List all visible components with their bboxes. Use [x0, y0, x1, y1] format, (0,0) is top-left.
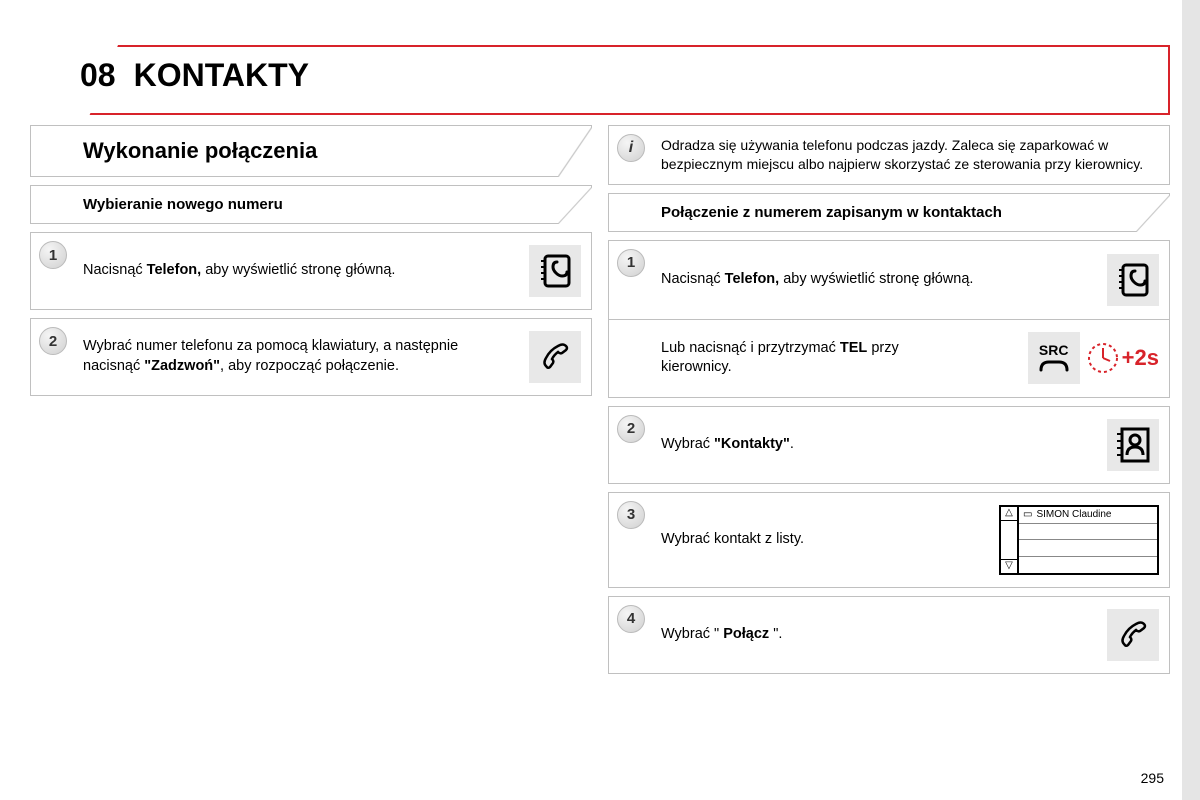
right-column: i Odradza się używania telefonu podczas … [608, 125, 1170, 674]
contact-list-icon: △ ▽ ▭SIMON Claudine [999, 505, 1159, 575]
step-text: Nacisnąć Telefon, aby wyświetlić stronę … [661, 270, 973, 290]
warning-text: Odradza się używania telefonu podczas ja… [661, 137, 1143, 172]
step-text: Wybrać numer telefonu za pomocą klawiatu… [83, 337, 501, 376]
step-text: Wybrać "Kontakty". [661, 435, 794, 455]
src-button-icon: SRC [1028, 332, 1080, 384]
chapter-header: 08 KONTAKTY [30, 45, 1170, 115]
right-step-2: 2 Wybrać "Kontakty". [608, 406, 1170, 484]
side-tab [1182, 0, 1200, 800]
page-number: 295 [1141, 770, 1164, 786]
page: 08 KONTAKTY Wykonanie połączenia Wybiera… [30, 45, 1170, 674]
step-number: 2 [617, 415, 645, 443]
contacts-icon [1107, 419, 1159, 471]
step-number: 3 [617, 501, 645, 529]
warning-icon: i [617, 134, 645, 162]
handset-icon [529, 331, 581, 383]
chapter-title: KONTAKTY [134, 57, 309, 94]
step-number: 1 [39, 241, 67, 269]
warning-box: i Odradza się używania telefonu podczas … [608, 125, 1170, 185]
section-title: Wykonanie połączenia [30, 125, 592, 177]
left-step-1: 1 Nacisnąć Telefon, aby wyświetlić stron… [30, 232, 592, 310]
step-number: 2 [39, 327, 67, 355]
handset-icon [1107, 609, 1159, 661]
right-step-4: 4 Wybrać " Połącz ". [608, 596, 1170, 674]
step-text: Nacisnąć Telefon, aby wyświetlić stronę … [83, 261, 395, 281]
step-text: Wybrać " Połącz ". [661, 625, 782, 645]
chapter-number: 08 [80, 57, 116, 94]
left-column: Wykonanie połączenia Wybieranie nowego n… [30, 125, 592, 674]
step-number: 1 [617, 249, 645, 277]
right-step-1b: Lub nacisnąć i przytrzymać TEL przy kier… [609, 319, 1169, 397]
hold-2s-icon: +2s [1086, 341, 1159, 375]
phone-book-icon [529, 245, 581, 297]
step-text: Lub nacisnąć i przytrzymać TEL przy kier… [661, 339, 969, 378]
left-step-2: 2 Wybrać numer telefonu za pomocą klawia… [30, 318, 592, 396]
right-step-1a: 1 Nacisnąć Telefon, aby wyświetlić stron… [609, 241, 1169, 319]
right-subheader: Połączenie z numerem zapisanym w kontakt… [608, 193, 1170, 232]
right-step-1-group: 1 Nacisnąć Telefon, aby wyświetlić stron… [608, 240, 1170, 398]
right-step-3: 3 Wybrać kontakt z listy. △ ▽ ▭SIMON Cla… [608, 492, 1170, 588]
step-number: 4 [617, 605, 645, 633]
phone-book-icon [1107, 254, 1159, 306]
step-text: Wybrać kontakt z listy. [661, 530, 804, 550]
left-subheader: Wybieranie nowego numeru [30, 185, 592, 224]
